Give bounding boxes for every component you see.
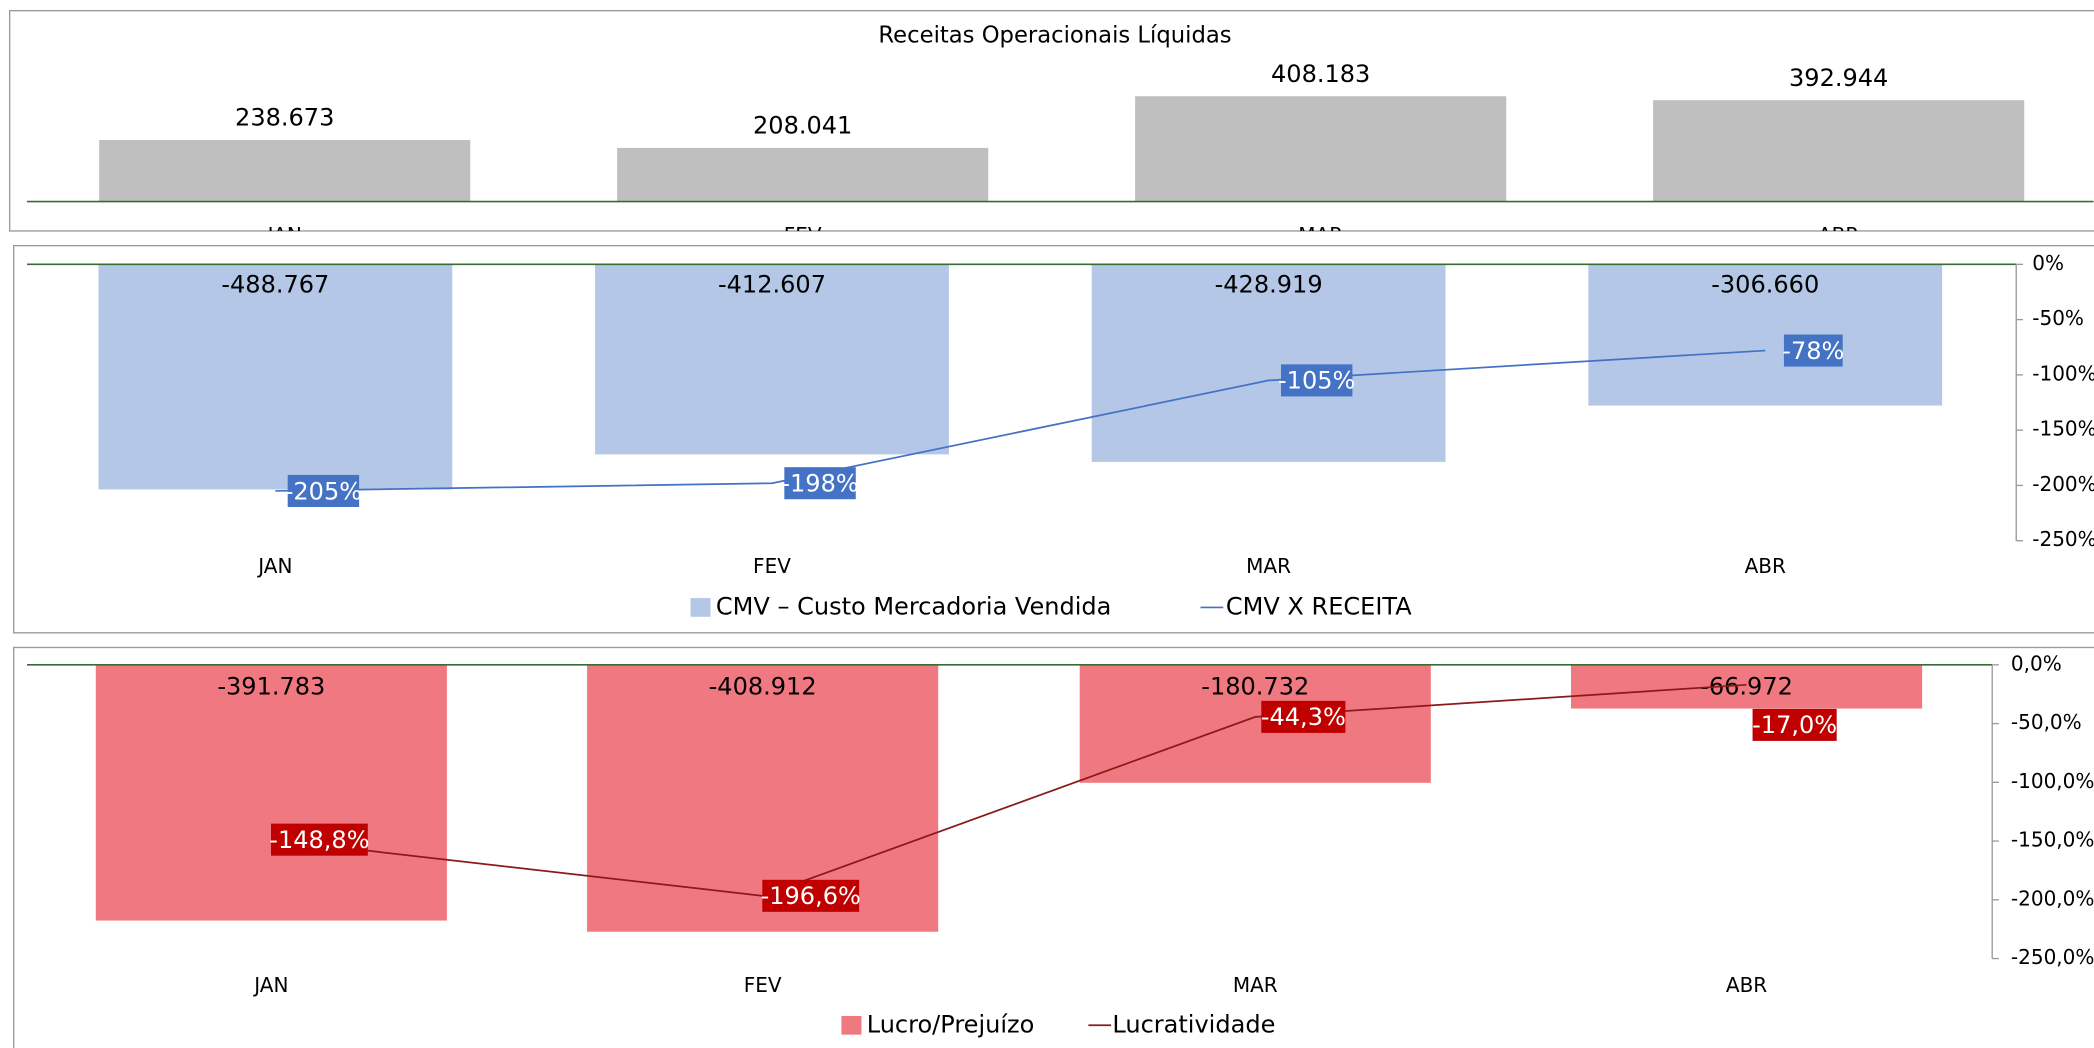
- data-label: 238.673: [235, 104, 334, 132]
- x-tick-label: ABR: [1726, 973, 1767, 997]
- bar: [99, 139, 471, 202]
- y2-tick-label: -150,0%: [2011, 828, 2094, 852]
- data-label: 408.183: [1271, 60, 1370, 88]
- data-label: -148,8%: [269, 826, 369, 854]
- x-tick-label: FEV: [784, 223, 822, 247]
- x-tick-label: ABR: [1818, 223, 1859, 247]
- x-tick-label: JAN: [266, 223, 302, 247]
- data-label: -205%: [285, 477, 362, 505]
- data-label: 208.041: [753, 112, 852, 140]
- chart-title: Receitas Operacionais Líquidas: [878, 23, 1231, 49]
- legend-label: CMV – Custo Mercadoria Vendida: [716, 592, 1111, 620]
- x-tick-label: MAR: [1246, 554, 1291, 578]
- y2-tick-label: -50%: [2032, 306, 2084, 330]
- data-label: -196,6%: [761, 882, 861, 910]
- data-label: -78%: [1782, 337, 1844, 365]
- chart: JAN FEV MAR ABR-391.783 -408.912 -180.732 -66.…: [27, 651, 2094, 1038]
- line: [271, 683, 1747, 897]
- data-label-box: [784, 467, 856, 500]
- x-tick-label: ABR: [1745, 554, 1786, 578]
- legend-label: Lucro/Prejuízo: [867, 1010, 1035, 1038]
- y2-tick-label: -100,0%: [2011, 769, 2094, 793]
- data-label-box: [287, 474, 360, 507]
- x-tick-label: JAN: [252, 973, 288, 997]
- y2-tick-label: -250%: [2032, 527, 2094, 551]
- data-label: -105%: [1278, 367, 1355, 395]
- data-label: -412.607: [718, 271, 826, 299]
- data-label: -391.783: [217, 673, 325, 701]
- data-label-box: [1261, 700, 1346, 733]
- bar: [595, 264, 949, 455]
- data-label: -488.767: [221, 271, 329, 299]
- chart-frame: [13, 646, 2094, 1048]
- legend-label: CMV X RECEITA: [1226, 592, 1412, 620]
- y2-tick-label: -50,0%: [2011, 710, 2082, 734]
- data-label-box: [762, 879, 860, 912]
- y2-tick-label: 0,0%: [2011, 651, 2062, 675]
- bar: [1079, 664, 1431, 783]
- bar: [95, 664, 447, 921]
- data-label: -17,0%: [1752, 711, 1837, 739]
- bar: [98, 264, 453, 490]
- line: [275, 349, 1766, 492]
- bar: [1091, 264, 1446, 462]
- data-label: -408.912: [709, 673, 817, 701]
- y2-tick-label: -150%: [2032, 417, 2094, 441]
- data-label: -44,3%: [1261, 703, 1346, 731]
- x-tick-label: FEV: [753, 554, 791, 578]
- legend-label: Lucratividade: [1112, 1010, 1275, 1038]
- bar: [617, 147, 989, 202]
- chart-frame: [9, 10, 2094, 232]
- y2-tick-label: -200,0%: [2011, 886, 2094, 910]
- data-label-box: [1783, 334, 1843, 367]
- chart: JAN FEV MAR ABR -488.767 -412.607 -428.919 -306…: [27, 251, 2094, 620]
- data-label-box: [271, 823, 368, 856]
- data-label: -198%: [781, 470, 858, 498]
- legend-swatch: [841, 1015, 862, 1035]
- chart-frame: [13, 244, 2094, 634]
- data-label: -306.660: [1711, 271, 1819, 299]
- data-label: 392.944: [1789, 64, 1888, 92]
- legend-swatch: [690, 598, 711, 617]
- bar: [1571, 664, 1923, 709]
- y2-tick-label: -200%: [2032, 472, 2094, 496]
- y2-tick-label: -250,0%: [2011, 945, 2094, 969]
- x-tick-label: MAR: [1233, 973, 1278, 997]
- x-tick-label: JAN: [256, 554, 292, 578]
- bar: [1135, 96, 1507, 202]
- data-label: -428.919: [1215, 271, 1323, 299]
- bar: [1653, 100, 2025, 202]
- x-tick-label: MAR: [1298, 223, 1343, 247]
- data-label-box: [1280, 364, 1353, 397]
- y2-tick-label: 0%: [2032, 251, 2064, 275]
- chart: Receitas Operacionais Líquidas JAN FEV MAR A…: [27, 23, 2094, 247]
- data-label: -180.732: [1201, 673, 1309, 701]
- data-label-box: [1752, 708, 1837, 741]
- y2-tick-label: -100%: [2032, 361, 2094, 385]
- x-tick-label: FEV: [744, 973, 782, 997]
- bar: [1588, 264, 1943, 406]
